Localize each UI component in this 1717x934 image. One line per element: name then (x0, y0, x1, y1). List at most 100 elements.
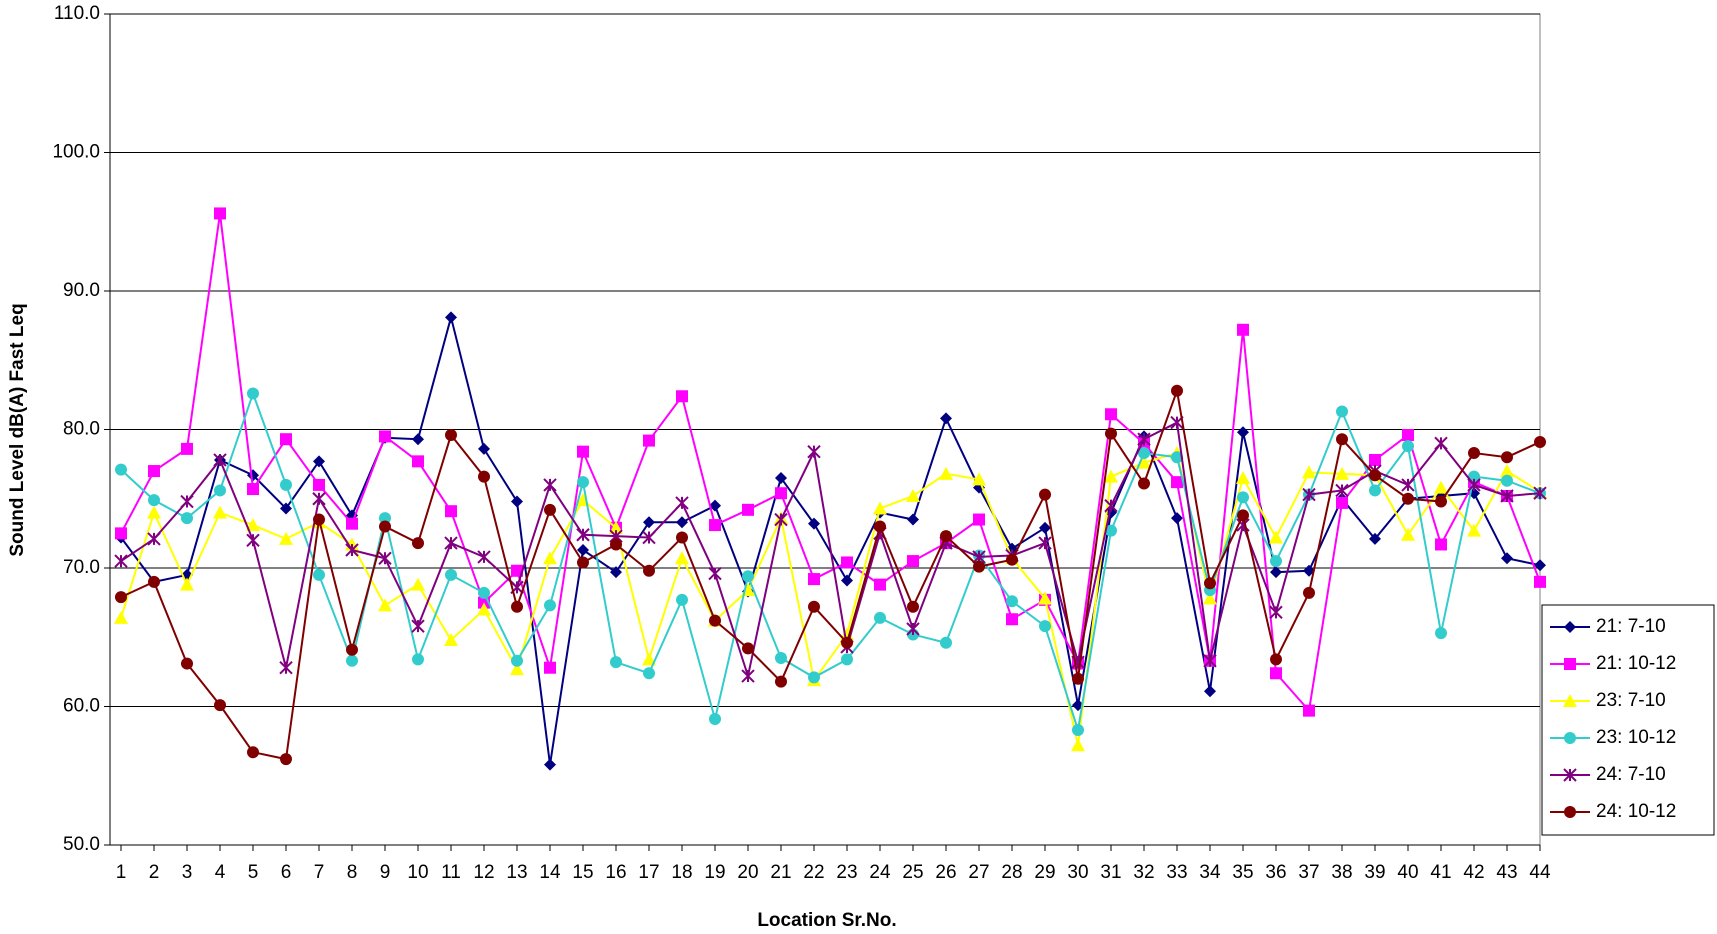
marker (1203, 591, 1217, 605)
marker (411, 577, 425, 591)
marker (1369, 484, 1381, 497)
marker (1203, 654, 1217, 668)
marker (1171, 451, 1183, 464)
x-tick-label: 41 (1430, 862, 1451, 883)
marker (610, 656, 622, 669)
marker (147, 505, 161, 519)
x-tick-label: 27 (968, 862, 989, 883)
marker (1072, 724, 1084, 737)
marker (445, 429, 457, 442)
marker (313, 513, 325, 526)
legend-label: 21: 7-10 (1596, 616, 1666, 637)
marker (1270, 653, 1282, 666)
marker (544, 503, 556, 516)
marker (940, 412, 952, 425)
marker (676, 593, 688, 606)
marker (1468, 447, 1480, 460)
marker (675, 551, 689, 565)
marker (1335, 483, 1349, 498)
marker (1435, 627, 1447, 640)
x-tick-label: 8 (347, 862, 358, 883)
x-tick-label: 35 (1232, 862, 1253, 883)
x-tick-label: 34 (1199, 862, 1221, 883)
marker (741, 669, 755, 683)
marker (115, 527, 127, 540)
marker (907, 600, 919, 613)
marker (213, 505, 227, 519)
marker (1105, 427, 1117, 440)
marker (1237, 426, 1249, 439)
x-tick-label: 25 (902, 862, 923, 883)
series-line (120, 421, 1541, 680)
marker (1269, 530, 1283, 544)
marker (411, 619, 425, 633)
marker (1534, 435, 1546, 448)
marker (906, 622, 920, 636)
marker (312, 492, 326, 506)
marker (478, 470, 490, 483)
marker (444, 633, 458, 647)
marker (1039, 620, 1051, 633)
marker (1270, 566, 1282, 579)
marker (114, 554, 128, 568)
marker (808, 573, 820, 586)
marker (841, 556, 853, 569)
marker (1072, 672, 1084, 685)
marker (841, 574, 853, 587)
marker (1401, 478, 1415, 492)
x-tick-label: 5 (248, 862, 259, 883)
series-line (120, 213, 1541, 713)
legend-item: 23: 7-10 (1550, 690, 1666, 711)
marker (511, 564, 523, 577)
marker (807, 444, 821, 459)
marker (709, 712, 721, 725)
marker (643, 667, 655, 680)
marker (675, 496, 689, 510)
marker (477, 602, 491, 616)
marker (378, 598, 392, 612)
marker (115, 463, 127, 476)
x-tick-label: 4 (215, 862, 226, 883)
marker (180, 577, 194, 591)
x-tick-label: 28 (1001, 862, 1022, 883)
legend-item: 24: 7-10 (1550, 764, 1666, 785)
marker (1369, 532, 1381, 545)
x-tick-label: 32 (1133, 862, 1154, 883)
marker (940, 530, 952, 543)
y-tick-label: 110.0 (54, 3, 100, 24)
y-tick-label: 90.0 (63, 280, 100, 301)
marker (1369, 469, 1381, 482)
marker (577, 543, 589, 556)
marker (808, 671, 820, 684)
marker (246, 518, 260, 532)
marker (1434, 480, 1448, 494)
marker (873, 501, 887, 515)
marker (874, 520, 886, 533)
marker (280, 502, 292, 515)
marker (445, 311, 457, 324)
marker (1104, 469, 1118, 483)
series (115, 207, 1546, 717)
marker (1303, 564, 1315, 577)
marker (1435, 495, 1447, 508)
marker (346, 517, 358, 530)
marker (642, 652, 656, 666)
marker (511, 495, 523, 508)
marker (445, 568, 457, 581)
marker (1434, 436, 1448, 451)
x-tick-label: 13 (506, 862, 527, 883)
marker (1402, 440, 1414, 453)
marker (1039, 488, 1051, 501)
marker (841, 653, 853, 666)
marker (1237, 323, 1249, 336)
marker (1105, 408, 1117, 421)
y-tick-label: 60.0 (63, 696, 100, 717)
marker (907, 513, 919, 526)
marker (1039, 521, 1051, 534)
marker (742, 503, 754, 516)
marker (841, 636, 853, 649)
series-line (120, 390, 1541, 731)
marker (939, 466, 953, 480)
x-tick-label: 3 (182, 862, 193, 883)
